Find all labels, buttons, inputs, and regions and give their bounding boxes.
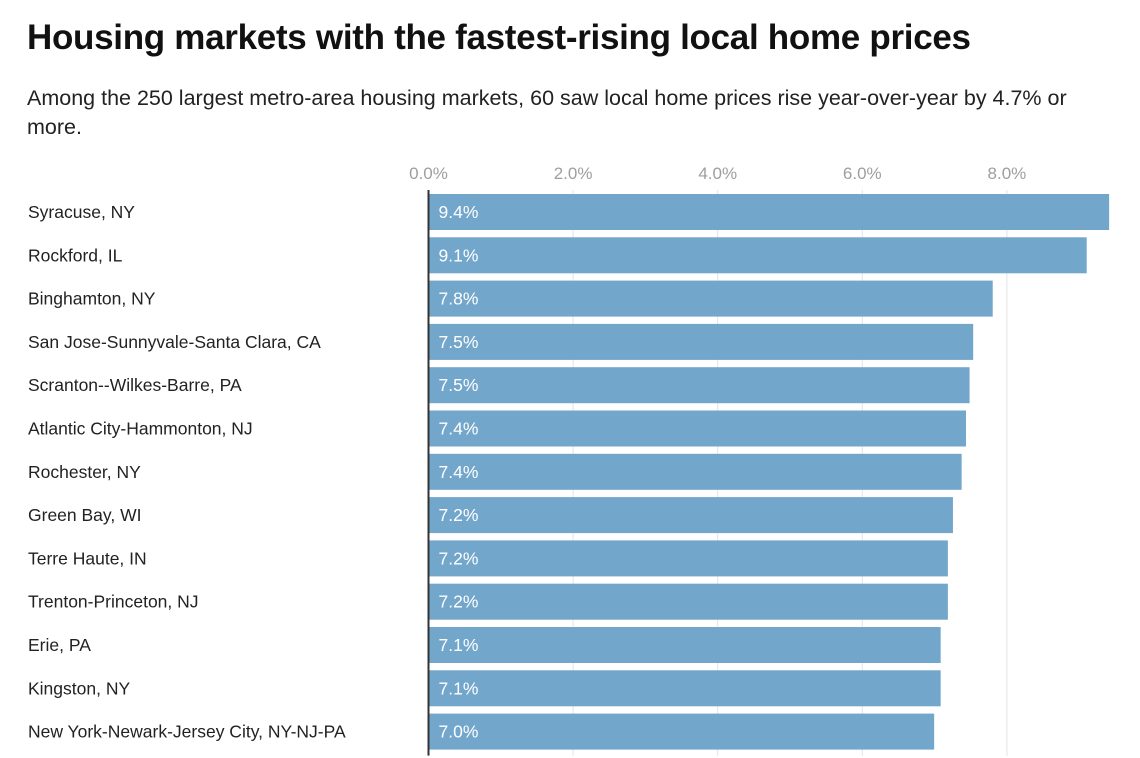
bar [429, 323, 974, 360]
data-label: 7.5% [439, 375, 479, 395]
bar [429, 497, 953, 534]
bar [429, 410, 966, 447]
data-label: 7.2% [439, 548, 479, 568]
data-label: 7.2% [439, 592, 479, 612]
bar [429, 280, 993, 317]
data-label: 7.1% [439, 635, 479, 655]
data-label: 9.1% [439, 245, 479, 265]
bar [429, 540, 948, 577]
data-label: 7.2% [439, 505, 479, 525]
bar [429, 583, 948, 620]
bar [429, 237, 1087, 274]
category-label: Binghamton, NY [28, 289, 156, 309]
bar [429, 453, 962, 490]
bar [429, 670, 941, 707]
bar [429, 627, 941, 663]
category-label: Kingston, NY [28, 678, 130, 698]
data-label: 7.4% [439, 419, 479, 439]
x-tick-label: 2.0% [554, 164, 593, 183]
data-label: 9.4% [439, 202, 479, 222]
data-label: 7.8% [439, 289, 479, 309]
category-label: Terre Haute, IN [28, 548, 147, 568]
category-label: Trenton-Princeton, NJ [28, 592, 199, 612]
bar [429, 194, 1110, 230]
chart-subtitle: Among the 250 largest metro-area housing… [27, 86, 1067, 139]
data-label: 7.1% [439, 678, 479, 698]
category-label: Rochester, NY [28, 462, 141, 482]
data-label: 7.0% [439, 722, 479, 742]
category-label: Rockford, IL [28, 245, 123, 265]
x-tick-label: 4.0% [698, 164, 737, 183]
x-tick-label: 6.0% [843, 164, 882, 183]
bar [429, 713, 935, 750]
x-tick-label: 8.0% [988, 164, 1027, 183]
category-label: Syracuse, NY [28, 202, 135, 222]
x-tick-label: 0.0% [409, 164, 448, 183]
category-label: San Jose-Sunnyvale-Santa Clara, CA [28, 332, 321, 352]
chart-title: Housing markets with the fastest-rising … [27, 18, 971, 57]
category-label: Green Bay, WI [28, 505, 141, 525]
category-label: New York-Newark-Jersey City, NY-NJ-PA [28, 722, 346, 742]
category-label: Scranton--Wilkes-Barre, PA [28, 375, 242, 395]
category-label: Erie, PA [28, 635, 91, 655]
data-label: 7.5% [439, 332, 479, 352]
bar [429, 367, 970, 404]
data-label: 7.4% [439, 462, 479, 482]
category-label: Atlantic City-Hammonton, NJ [28, 419, 253, 439]
